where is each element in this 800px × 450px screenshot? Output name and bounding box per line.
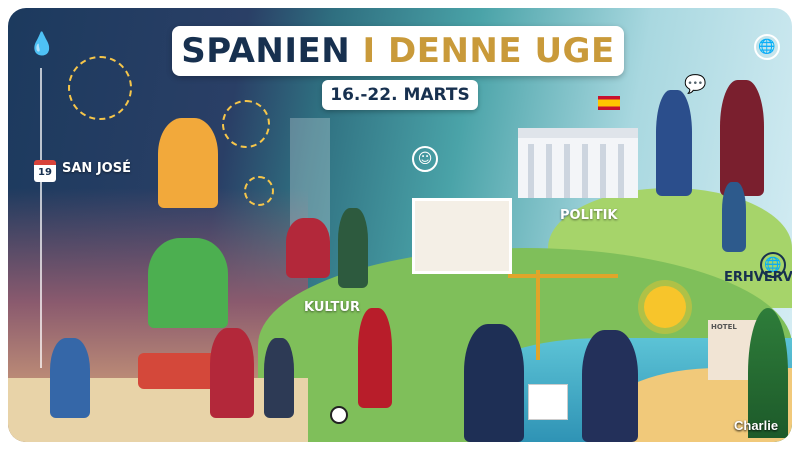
globe-icon: 🌐: [760, 252, 786, 278]
firework: [68, 56, 132, 120]
column: [618, 144, 624, 198]
guitar-player: [338, 208, 368, 288]
section-label-kultur: KULTUR: [304, 300, 360, 315]
flamenco-dancer: [286, 218, 330, 278]
title-part2: I DENNE UGE: [362, 31, 615, 71]
football: [330, 406, 348, 424]
firework: [222, 100, 270, 148]
chart-document: [528, 384, 568, 420]
businesswoman: [582, 330, 638, 442]
watermark: Charlie: [734, 418, 779, 433]
calendar-icon: 19: [34, 160, 56, 182]
picasso-painting: [412, 198, 512, 274]
section-label-erhverv: ERHVERV: [724, 270, 792, 285]
dancer-red-dress: [210, 328, 254, 418]
drama-icon: ☺: [412, 146, 438, 172]
column: [546, 144, 552, 198]
column: [528, 144, 534, 198]
guitarist: [264, 338, 294, 418]
football-player: [358, 308, 392, 408]
falla-dancer: [158, 118, 218, 208]
section-label-politik: POLITIK: [560, 208, 618, 223]
column: [600, 144, 606, 198]
timeline-line: [40, 68, 42, 368]
date-range: 16.-22. MARTS: [322, 80, 478, 110]
construction-crane: [536, 270, 540, 360]
palm-tree: [748, 308, 788, 438]
spain-flag: [598, 96, 620, 110]
firework: [244, 176, 274, 206]
parliament-building: [518, 128, 638, 198]
father-figure: [722, 182, 746, 252]
globe-icon: 🌐: [754, 34, 780, 60]
water-drop-icon: 💧: [28, 32, 56, 57]
sun: [644, 286, 686, 328]
title-banner: SPANIEN I DENNE UGE: [172, 26, 624, 76]
section-label-san-jose: SAN JOSÉ: [62, 161, 131, 176]
politician-man: [720, 80, 764, 196]
politician-woman: [656, 90, 692, 196]
crane-arm: [508, 274, 618, 278]
column: [582, 144, 588, 198]
column: [564, 144, 570, 198]
title-part1: SPANIEN: [181, 31, 351, 71]
speech-bubble-icon: 💬: [684, 74, 707, 95]
businessman: [464, 324, 524, 442]
woman-traditional-dress: [50, 338, 90, 418]
falla-figure: [148, 238, 228, 328]
hotel-sign: HOTEL: [711, 323, 737, 331]
